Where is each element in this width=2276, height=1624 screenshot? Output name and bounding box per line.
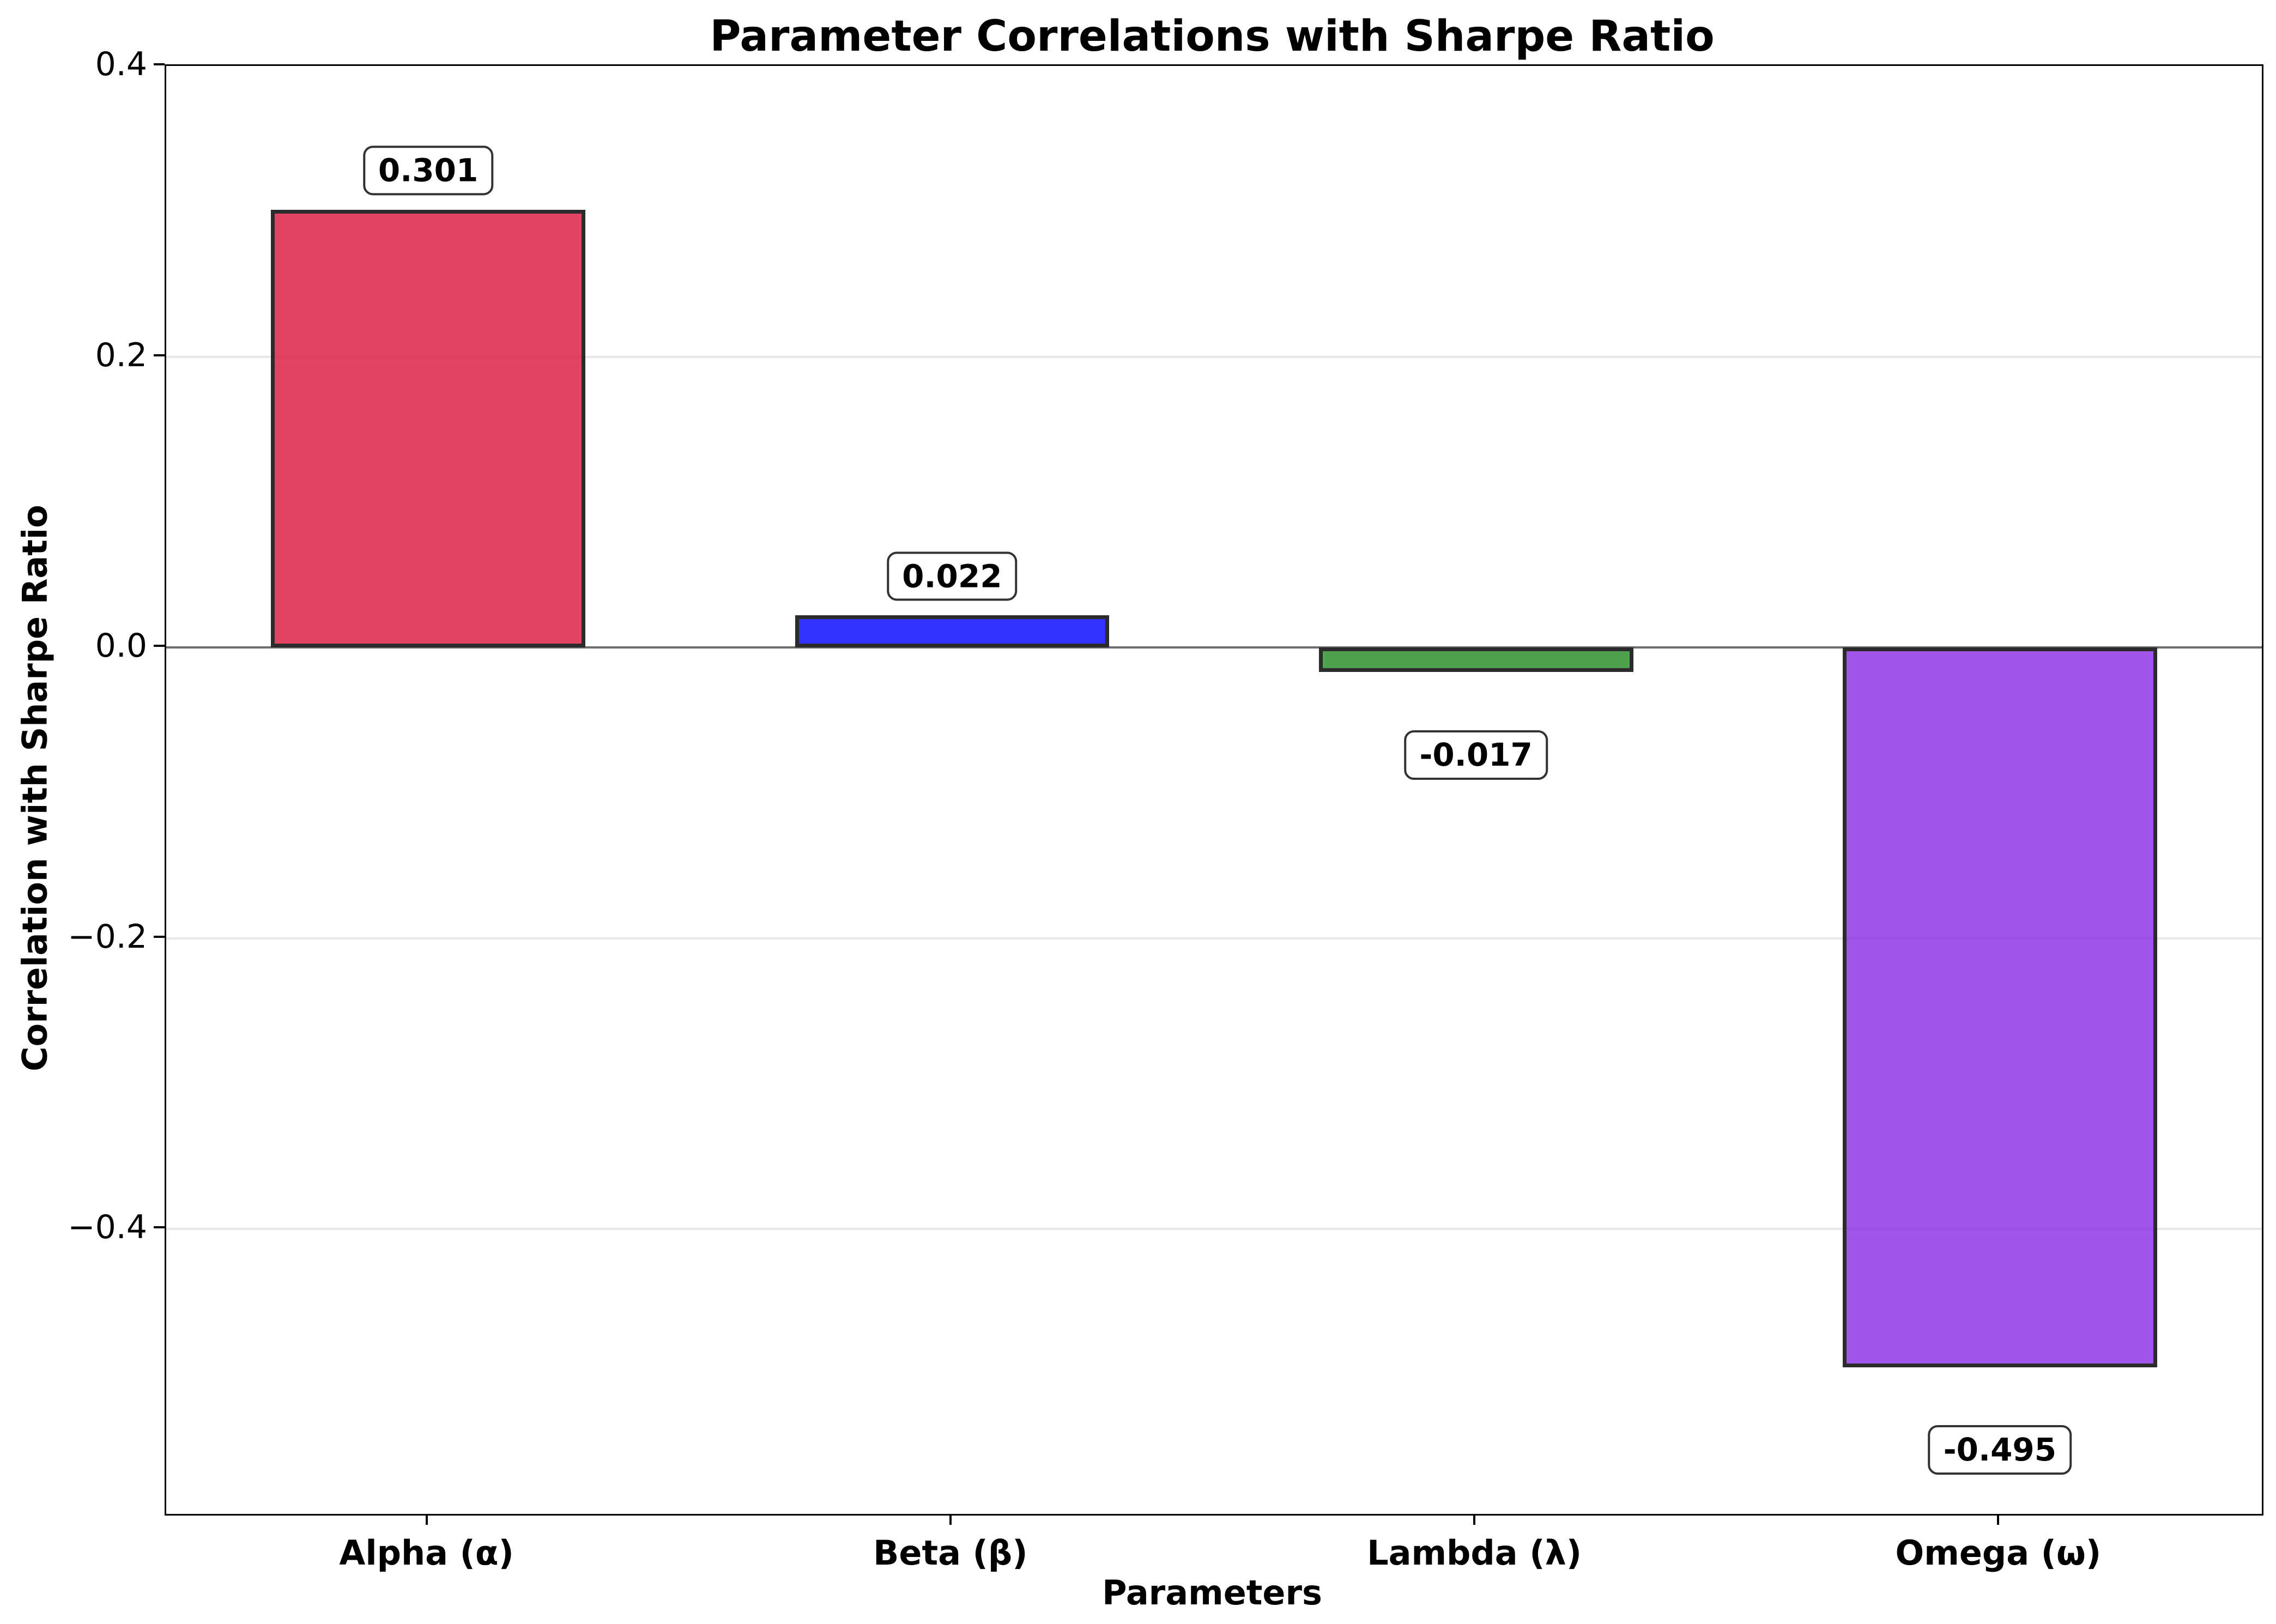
x-tick-mark — [949, 1514, 952, 1525]
x-tick-label: Alpha (α) — [339, 1533, 514, 1573]
chart-title: Parameter Correlations with Sharpe Ratio — [710, 12, 1715, 61]
bar-Alpha (α) — [271, 210, 585, 648]
y-tick-label: −0.2 — [68, 917, 147, 956]
y-tick-label: −0.4 — [68, 1208, 147, 1247]
gridline — [166, 937, 2262, 940]
y-tick-mark — [154, 1226, 165, 1229]
y-tick-label: 0.2 — [95, 336, 147, 374]
gridline — [166, 355, 2262, 358]
x-tick-mark — [1997, 1514, 2000, 1525]
x-axis-label: Parameters — [1102, 1573, 1322, 1613]
bar-Beta (β) — [795, 615, 1110, 648]
y-tick-mark — [154, 935, 165, 938]
bar-Omega (ω) — [1843, 647, 2157, 1367]
zero-line — [166, 646, 2262, 649]
x-tick-mark — [1473, 1514, 1476, 1525]
plot-area: 0.301 0.022 -0.017 -0.495 — [165, 64, 2263, 1516]
gridline — [166, 1228, 2262, 1231]
x-tick-label: Omega (ω) — [1895, 1533, 2102, 1573]
x-tick-mark — [425, 1514, 428, 1525]
bar-value-label: -0.495 — [1928, 1425, 2072, 1475]
y-tick-label: 0.4 — [95, 45, 147, 83]
y-tick-mark — [154, 645, 165, 647]
bar-Lambda (λ) — [1318, 647, 1633, 672]
x-tick-label: Lambda (λ) — [1367, 1533, 1582, 1573]
x-tick-label: Beta (β) — [873, 1533, 1028, 1573]
y-axis-label: Correlation with Sharpe Ratio — [15, 505, 55, 1071]
bar-value-label: 0.022 — [887, 552, 1018, 601]
bar-value-label: -0.017 — [1404, 730, 1548, 780]
y-tick-mark — [154, 354, 165, 356]
bar-value-label: 0.301 — [362, 146, 494, 196]
y-tick-mark — [154, 63, 165, 65]
y-tick-label: 0.0 — [95, 627, 147, 665]
